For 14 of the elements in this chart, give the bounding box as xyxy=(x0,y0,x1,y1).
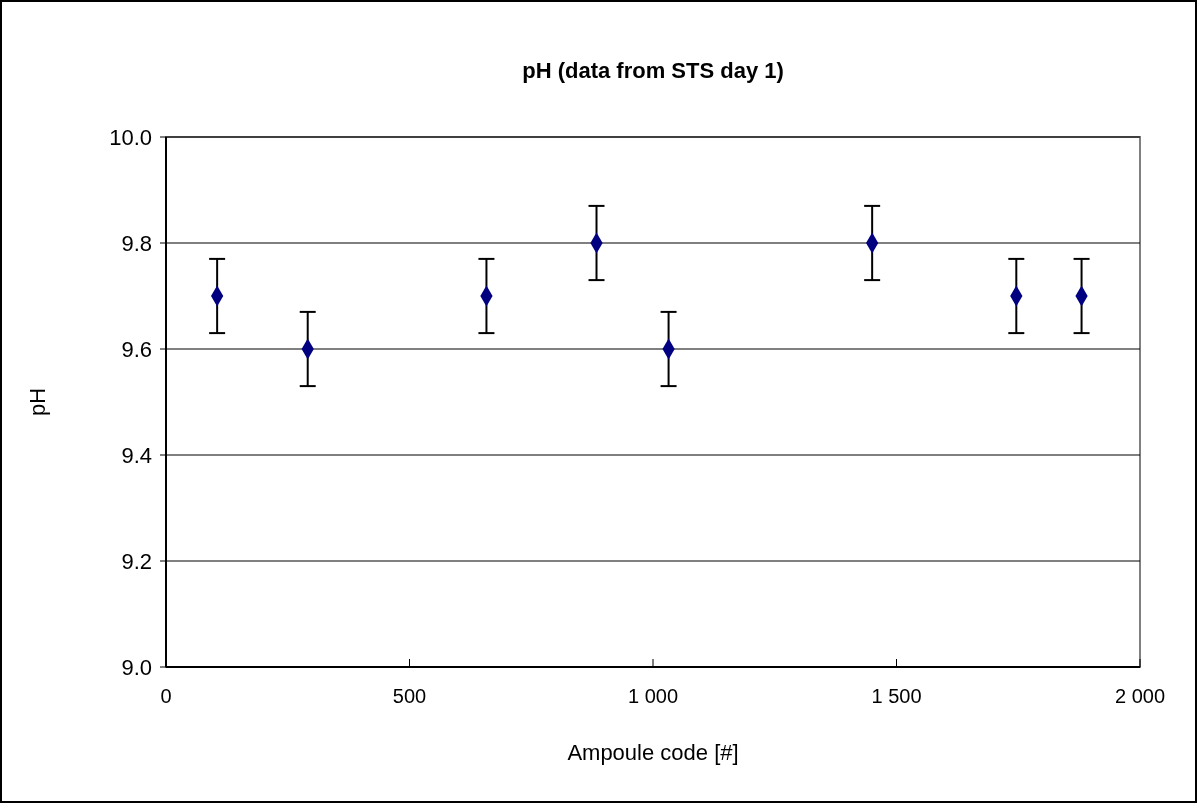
y-tick-label: 9.2 xyxy=(121,548,152,574)
x-tick-label: 1 000 xyxy=(627,685,679,707)
x-tick-label: 0 xyxy=(160,685,172,707)
x-tick-label: 2 000 xyxy=(1114,685,1166,707)
x-tick-label: 500 xyxy=(392,685,427,707)
y-tick-label: 9.4 xyxy=(121,442,152,468)
x-axis-title: Ampoule code [#] xyxy=(567,740,739,765)
chart-title: pH (data from STS day 1) xyxy=(522,58,784,83)
y-tick-label: 9.8 xyxy=(121,230,152,256)
y-axis-title: pH xyxy=(25,387,50,417)
y-tick-label: 9.6 xyxy=(121,336,152,362)
x-tick-label: 1 500 xyxy=(871,685,922,707)
y-tick-label: 9.0 xyxy=(121,654,152,680)
y-tick-label: 10.0 xyxy=(109,124,152,150)
